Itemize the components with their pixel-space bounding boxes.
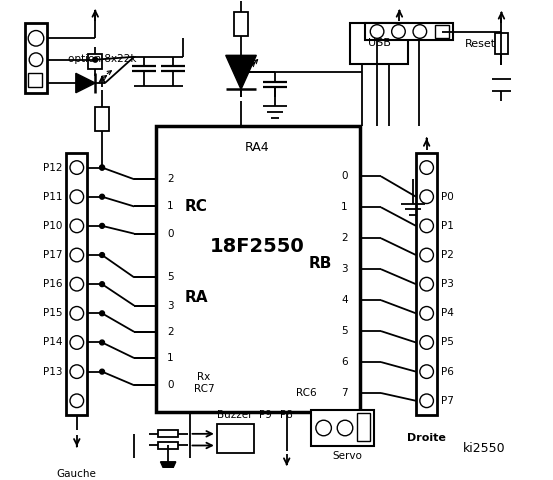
Text: 3: 3 xyxy=(341,264,348,274)
Text: 6: 6 xyxy=(341,357,348,367)
Text: Droite: Droite xyxy=(407,433,446,443)
Text: RC6: RC6 xyxy=(296,388,316,398)
Bar xyxy=(25,23,46,93)
Text: 1: 1 xyxy=(341,202,348,212)
Bar xyxy=(350,23,408,63)
Text: 1: 1 xyxy=(167,202,174,211)
Text: Servo: Servo xyxy=(332,451,362,461)
Bar xyxy=(495,33,508,54)
Text: P6: P6 xyxy=(441,367,454,377)
Text: 2: 2 xyxy=(167,327,174,337)
Text: 5: 5 xyxy=(167,272,174,282)
Text: 2: 2 xyxy=(167,174,174,184)
Text: Rx
RC7: Rx RC7 xyxy=(194,372,215,394)
Text: 0: 0 xyxy=(167,380,174,390)
Bar xyxy=(366,23,453,40)
Bar xyxy=(28,73,42,87)
Circle shape xyxy=(100,165,105,170)
Bar xyxy=(158,442,178,449)
Text: 18F2550: 18F2550 xyxy=(210,237,305,256)
Text: P8: P8 xyxy=(280,410,293,420)
Text: RA4: RA4 xyxy=(245,141,270,154)
Text: P4: P4 xyxy=(441,308,454,318)
Bar xyxy=(217,424,254,453)
Polygon shape xyxy=(76,73,95,93)
Polygon shape xyxy=(226,55,257,89)
Bar xyxy=(234,12,248,36)
Text: RA: RA xyxy=(185,290,208,305)
Text: P14: P14 xyxy=(43,337,62,348)
Bar xyxy=(66,153,87,415)
Bar xyxy=(95,107,109,131)
Text: USB: USB xyxy=(368,38,390,48)
Circle shape xyxy=(100,340,105,345)
Text: P0: P0 xyxy=(441,192,454,202)
Text: P2: P2 xyxy=(441,250,454,260)
Text: Reset: Reset xyxy=(465,39,495,48)
Circle shape xyxy=(93,57,98,62)
Bar xyxy=(311,409,374,446)
Bar xyxy=(435,24,449,38)
Text: 1: 1 xyxy=(167,353,174,363)
Text: 7: 7 xyxy=(341,388,348,398)
Circle shape xyxy=(100,194,105,199)
Text: P5: P5 xyxy=(441,337,454,348)
Text: P12: P12 xyxy=(43,163,62,173)
Text: P11: P11 xyxy=(43,192,62,202)
Text: 4: 4 xyxy=(341,295,348,305)
Text: P15: P15 xyxy=(43,308,62,318)
Text: 0: 0 xyxy=(167,228,174,239)
Text: ki2550: ki2550 xyxy=(463,442,505,455)
Text: Gauche: Gauche xyxy=(57,469,97,479)
Circle shape xyxy=(100,223,105,228)
Text: 5: 5 xyxy=(341,326,348,336)
Circle shape xyxy=(100,165,105,170)
Text: 2: 2 xyxy=(341,233,348,243)
Text: 0: 0 xyxy=(341,171,348,181)
Circle shape xyxy=(100,369,105,374)
Bar xyxy=(88,54,102,69)
Text: 3: 3 xyxy=(167,300,174,311)
Bar xyxy=(158,431,178,437)
Text: P1: P1 xyxy=(441,221,454,231)
Text: P13: P13 xyxy=(43,367,62,377)
Text: P7: P7 xyxy=(441,396,454,406)
Circle shape xyxy=(100,311,105,316)
Circle shape xyxy=(100,282,105,287)
Text: P17: P17 xyxy=(43,250,62,260)
Polygon shape xyxy=(160,462,176,479)
Text: Buzzer: Buzzer xyxy=(217,410,253,420)
Bar xyxy=(416,153,437,415)
Text: option 8x22k: option 8x22k xyxy=(68,54,137,63)
Text: P3: P3 xyxy=(441,279,454,289)
Text: RB: RB xyxy=(309,256,332,271)
Circle shape xyxy=(100,252,105,257)
Text: P9: P9 xyxy=(258,410,272,420)
Bar xyxy=(155,126,359,412)
Bar xyxy=(357,413,371,441)
Text: P16: P16 xyxy=(43,279,62,289)
Text: P10: P10 xyxy=(43,221,62,231)
Text: RC: RC xyxy=(185,199,207,214)
